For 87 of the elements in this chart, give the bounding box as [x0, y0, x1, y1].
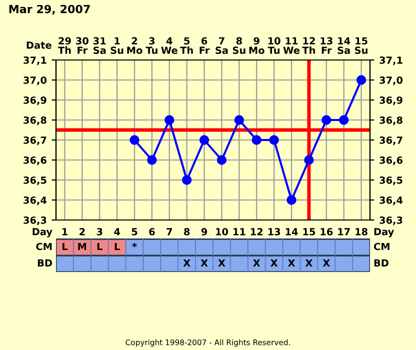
- y2-tick-label: 37,1: [380, 56, 402, 66]
- y2-tick-label: 36,5: [380, 176, 402, 186]
- point: [182, 175, 192, 185]
- x-tick-label: 6: [149, 228, 155, 236]
- text: X: [305, 259, 312, 266]
- text: M: [78, 242, 86, 250]
- y2-tick-label: 36,3: [380, 216, 402, 226]
- chart-title: Mar 29, 2007: [9, 4, 90, 15]
- x-tick-label: 4 We: [161, 37, 178, 54]
- x-tick-label: 13 Fr: [320, 37, 332, 54]
- x-tick-label: 7: [166, 228, 172, 236]
- x-tick-label: 9: [201, 228, 208, 236]
- x-tick-label: 10 Tu: [268, 37, 280, 54]
- text: Day: [374, 228, 394, 238]
- x-tick-label: 8 Su: [232, 37, 246, 54]
- x-tick-label: 29 Th: [58, 37, 71, 54]
- point: [130, 135, 140, 145]
- point: [216, 155, 227, 165]
- y2-tick-label: 36,4: [380, 196, 403, 206]
- y2-tick-label: 37,0: [380, 76, 403, 86]
- y-tick-label: 36,7: [24, 136, 46, 146]
- point: [338, 115, 349, 125]
- x-axis-title: Date: [26, 42, 52, 49]
- text: *: [132, 242, 137, 248]
- text: X: [200, 259, 208, 266]
- text: L: [62, 242, 68, 250]
- x-tick-label: 8: [184, 228, 190, 236]
- y-tick-label: 37,0: [24, 76, 47, 86]
- x-tick-label: 12 Th: [302, 37, 315, 54]
- text: X: [288, 259, 296, 266]
- x-tick-label: 16: [320, 228, 333, 236]
- x-tick-label: 31 Sa: [93, 37, 106, 54]
- point: [286, 195, 296, 205]
- x-tick-label: 18: [356, 228, 368, 236]
- y-tick-label: 36,8: [24, 116, 46, 126]
- x-tick-label: 13: [268, 228, 280, 236]
- point: [304, 155, 314, 165]
- x-tick-label: 3: [96, 228, 102, 236]
- point: [199, 135, 210, 145]
- x-tick-label: 14 Sa: [338, 37, 350, 54]
- x-tick-label: 1: [62, 228, 68, 236]
- y2-tick-label: 36,7: [380, 136, 402, 146]
- x-axis-title: Day: [32, 228, 52, 238]
- x-tick-label: 7 Sa: [216, 37, 228, 54]
- x-tick-label: 17: [338, 228, 350, 236]
- point: [269, 135, 279, 145]
- x-tick-label: 2 Mo: [127, 37, 142, 54]
- point: [356, 75, 366, 85]
- x-tick-label: 3 Tu: [146, 37, 158, 54]
- point: [234, 115, 244, 125]
- text: X: [183, 259, 190, 266]
- x-tick-label: 4: [114, 228, 120, 236]
- text: L: [97, 242, 102, 250]
- x-tick-label: 10: [216, 228, 228, 236]
- point: [322, 115, 332, 125]
- text: X: [253, 259, 260, 266]
- x-tick-label: 11 We: [283, 37, 300, 54]
- x-tick-label: 30 Fr: [76, 37, 88, 54]
- x-tick-label: 15: [303, 228, 316, 236]
- y2-tick-label: CM: [36, 242, 52, 250]
- point: [252, 135, 262, 145]
- x-tick-label: 1 Su: [110, 37, 124, 54]
- y2-tick-label: 36,8: [380, 116, 402, 126]
- point: [164, 115, 174, 125]
- x-tick-label: 9 Mo: [249, 37, 264, 54]
- y-tick-label: 36,4: [24, 196, 47, 206]
- text: X: [270, 259, 278, 266]
- x-tick-label: 5 Th: [180, 37, 193, 54]
- x-tick-label: 12: [250, 228, 263, 236]
- y-tick-label: 36,5: [24, 176, 46, 186]
- x-tick-label: 6 Fr: [200, 37, 210, 54]
- point: [147, 155, 157, 165]
- x-tick-label: 2: [80, 228, 85, 236]
- y-tick-label: 36,9: [24, 96, 46, 106]
- y-tick-label: 36,6: [24, 156, 46, 166]
- y2-tick-label: 36,6: [380, 156, 402, 166]
- y-tick-label: 36,3: [24, 216, 46, 226]
- text: X: [218, 259, 226, 266]
- x-tick-label: 15 Su: [355, 37, 368, 54]
- x-tick-label: 14: [286, 228, 298, 236]
- text: X: [322, 259, 330, 266]
- y2-tick-label: BD: [38, 259, 52, 266]
- text: L: [114, 242, 120, 250]
- y2-tick-label: 36,9: [380, 96, 402, 106]
- x-tick-label: 11: [234, 228, 246, 236]
- x-tick-label: 5: [132, 228, 138, 236]
- y-tick-label: 37,1: [24, 56, 46, 66]
